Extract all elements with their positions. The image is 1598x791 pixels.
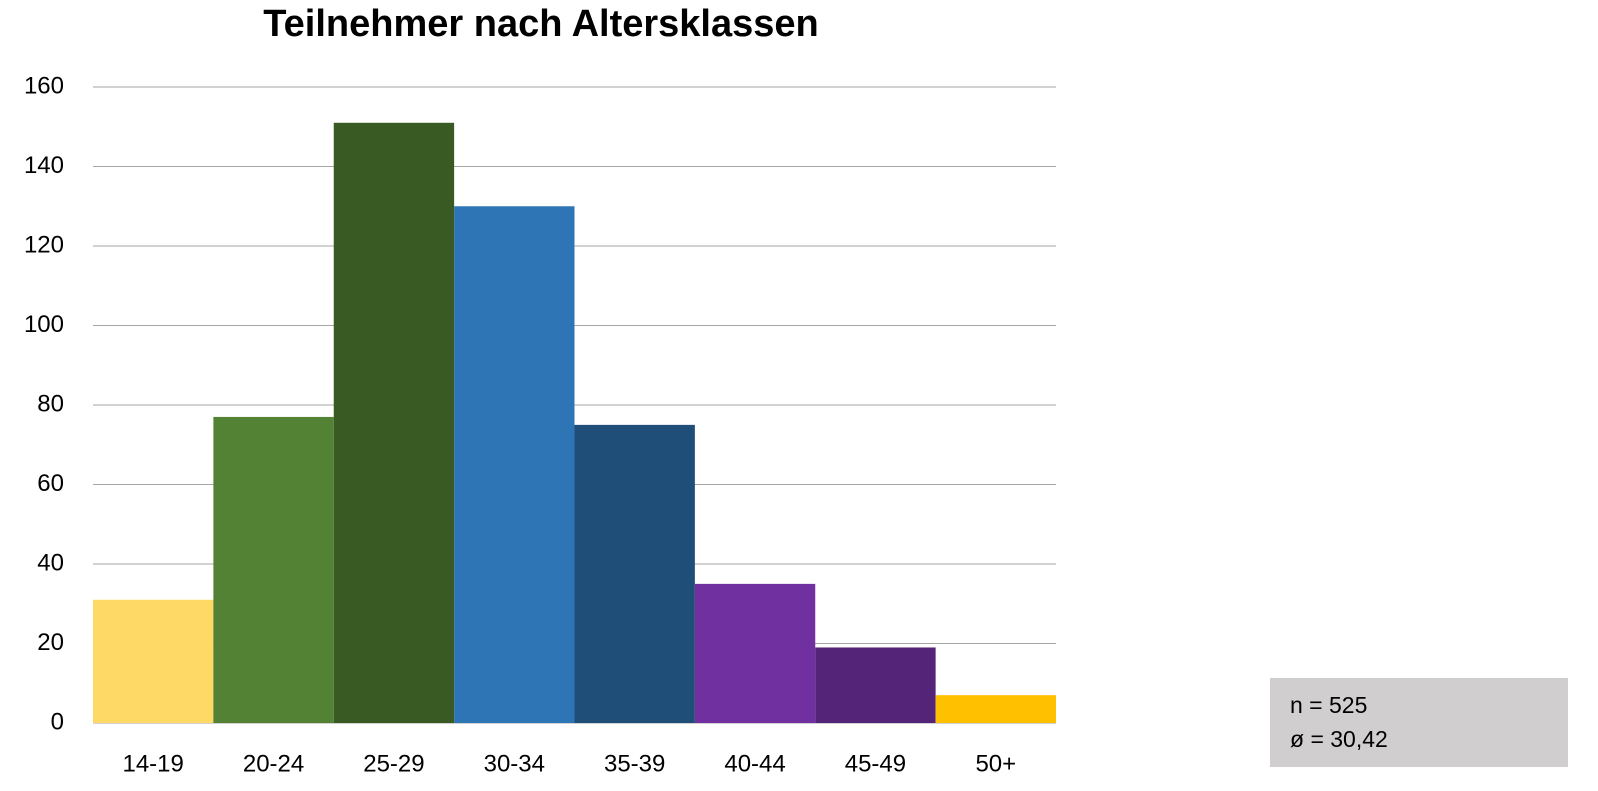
x-tick-label: 45-49 [845,750,906,777]
bar [574,424,695,723]
y-tick-label: 40 [37,549,64,576]
bar [815,647,936,723]
x-tick-label: 20-24 [243,750,304,777]
annotation: n = 525 [1290,692,1367,718]
x-tick-label: 35-39 [604,750,665,777]
bar [454,206,575,723]
bar [213,416,334,723]
y-tick-label: 120 [24,231,64,258]
y-tick-label: 60 [37,470,64,497]
x-tick-label: 25-29 [363,750,424,777]
annotation-box [1270,678,1568,767]
x-tick-label: 30-34 [484,750,545,777]
x-tick-label: 50+ [975,750,1016,777]
y-tick-label: 100 [24,311,64,338]
y-tick-label: 160 [24,72,64,99]
chart-title: Teilnehmer nach Altersklassen [263,3,818,45]
bar [694,583,816,723]
annotation: ø = 30,42 [1290,726,1388,752]
y-tick-label: 140 [24,152,64,179]
bar [93,599,214,723]
x-tick-label: 40-44 [724,750,785,777]
y-tick-label: 20 [37,629,64,656]
x-tick-label: 14-19 [122,750,183,777]
y-tick-label: 0 [51,708,64,735]
y-tick-label: 80 [37,390,64,417]
bar [935,695,1056,723]
bar [333,122,455,723]
